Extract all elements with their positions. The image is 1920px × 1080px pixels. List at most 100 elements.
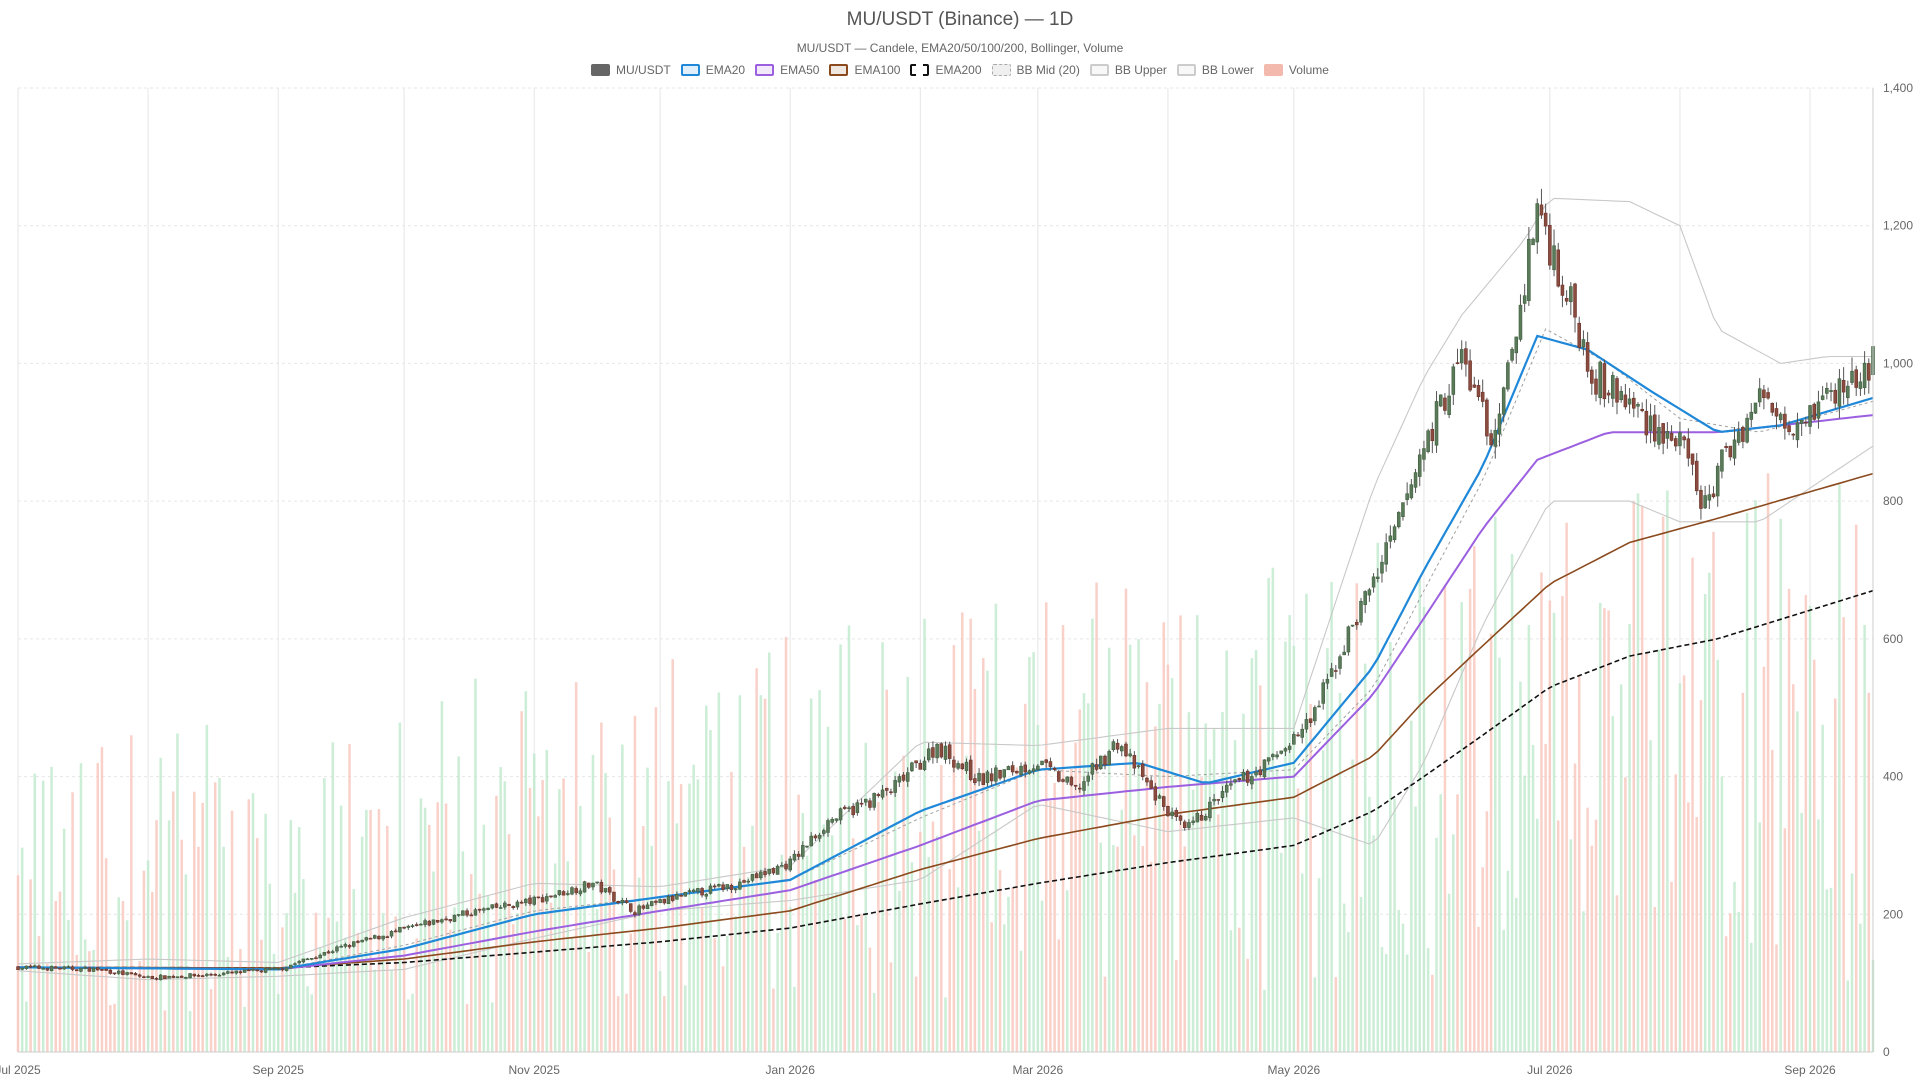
y-tick-label: 400 — [1883, 770, 1903, 784]
volume-bar — [398, 722, 402, 1052]
candle-body — [931, 747, 935, 758]
candle-body — [1447, 395, 1451, 415]
volume-bar — [860, 914, 863, 1052]
volume-bar — [843, 918, 847, 1052]
volume-bar — [1032, 652, 1035, 1052]
volume-bar — [281, 927, 284, 1052]
candle-body — [1615, 378, 1619, 403]
volume-bar — [784, 636, 788, 1052]
volume-bar — [688, 783, 691, 1052]
volume-bar — [1321, 750, 1325, 1052]
volume-bar — [872, 992, 876, 1052]
legend-swatch — [991, 64, 1011, 76]
volume-bar — [1074, 742, 1077, 1052]
candle-body — [868, 800, 872, 808]
candle-body — [1258, 769, 1263, 776]
legend-item[interactable]: Volume — [1263, 63, 1329, 77]
candle-body — [87, 967, 92, 972]
volume-bar — [1628, 624, 1631, 1052]
volume-bar — [1674, 774, 1678, 1052]
volume-bar — [788, 907, 792, 1052]
x-tick-label: May 2026 — [1267, 1063, 1320, 1077]
volume-bar — [1351, 759, 1354, 1052]
volume-bar — [327, 917, 330, 1052]
volume-bar — [952, 645, 956, 1052]
candle-body — [1699, 489, 1703, 509]
volume-bar — [218, 777, 221, 1052]
volume-bar — [1624, 777, 1627, 1052]
candle-body — [1313, 707, 1317, 722]
candle-body — [1178, 815, 1183, 821]
candle-body — [1602, 363, 1607, 400]
volume-bar — [814, 880, 817, 1052]
candle-body — [1573, 283, 1577, 318]
candle-body — [549, 895, 553, 898]
candle-body — [1594, 378, 1598, 395]
candle-body — [721, 884, 725, 890]
candle-body — [922, 760, 927, 770]
volume-bar — [1317, 878, 1321, 1052]
candle-body — [515, 901, 520, 908]
volume-bar — [209, 989, 213, 1052]
candle-body — [973, 778, 977, 783]
legend-swatch — [1089, 64, 1109, 76]
volume-bar — [1309, 704, 1312, 1052]
candle-body — [1140, 763, 1145, 777]
volume-bar — [1477, 926, 1480, 1052]
candle-body — [1736, 431, 1741, 443]
volume-bar — [323, 778, 326, 1052]
volume-bar — [344, 937, 347, 1052]
candle-body — [1099, 755, 1103, 770]
volume-bars — [16, 473, 1875, 1053]
volume-bar — [574, 682, 578, 1052]
volume-bar — [1594, 819, 1598, 1052]
candle-body — [171, 975, 176, 978]
volume-bar — [444, 803, 448, 1052]
legend-item[interactable]: EMA50 — [755, 63, 819, 77]
volume-bar — [948, 869, 951, 1052]
candle-body — [1203, 815, 1208, 821]
ema-lines — [17, 334, 1874, 971]
volume-bar — [1326, 647, 1329, 1052]
candle-body — [1816, 401, 1821, 419]
candle-body — [393, 930, 398, 933]
legend-label: BB Lower — [1201, 63, 1254, 77]
legend-item[interactable]: EMA200 — [910, 63, 982, 77]
candle-body — [1774, 408, 1779, 417]
volume-bar — [633, 715, 637, 1052]
legend-item[interactable]: EMA20 — [680, 63, 745, 77]
volume-bar — [1393, 798, 1396, 1052]
volume-bar — [260, 939, 263, 1052]
candle-body — [1757, 388, 1762, 403]
candle-body — [540, 897, 545, 903]
volume-bar — [251, 793, 255, 1052]
legend-label: BB Upper — [1114, 63, 1167, 77]
legend-item[interactable]: BB Upper — [1089, 63, 1167, 77]
legend-item[interactable]: MU/USDT — [591, 63, 671, 77]
legend-item[interactable]: EMA100 — [829, 63, 900, 77]
volume-bar — [423, 807, 427, 1052]
volume-bar — [935, 835, 939, 1052]
candle-body — [855, 802, 860, 814]
volume-bar — [805, 855, 809, 1052]
candle-body — [1388, 535, 1393, 542]
volume-bar — [1330, 582, 1333, 1052]
candle-body — [1577, 322, 1581, 348]
volume-bar — [616, 996, 620, 1052]
legend-item[interactable]: BB Lower — [1176, 63, 1254, 77]
volume-bar — [629, 933, 632, 1052]
candle-body — [196, 975, 201, 977]
legend-swatch — [1263, 64, 1283, 76]
candle-body — [939, 743, 944, 758]
candle-body — [847, 807, 851, 810]
legend-item[interactable]: BB Mid (20) — [991, 63, 1080, 77]
volume-bar — [1233, 740, 1237, 1052]
candle-body — [91, 967, 96, 972]
candle-body — [750, 874, 755, 881]
volume-bar — [742, 846, 746, 1052]
candle-body — [1489, 433, 1493, 446]
volume-bar — [474, 678, 477, 1052]
volume-bar — [1720, 776, 1724, 1052]
candle-body — [574, 888, 578, 894]
candle-body — [952, 759, 956, 768]
